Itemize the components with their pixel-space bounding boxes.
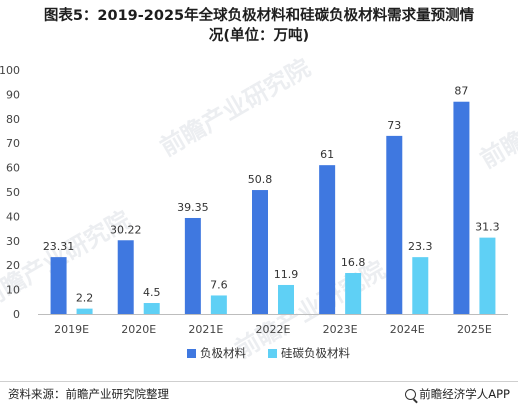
data-label: 87 [454, 85, 468, 98]
bar-silicon-carbon [210, 295, 227, 314]
data-label: 39.35 [177, 201, 209, 214]
bar-anode [117, 240, 134, 314]
chart-title-line2: 况(单位：万吨) [208, 28, 310, 44]
bar-silicon-carbon [143, 303, 160, 314]
data-label: 23.3 [408, 240, 433, 253]
bar-silicon-carbon [412, 257, 429, 314]
source-note: 资料来源：前瞻产业研究院整理 [8, 387, 169, 401]
bar-chart: 0 10 20 30 40 50 60 70 80 90 100 23.31 2.2 2019E 30.22… [0, 64, 508, 360]
legend-label: 负极材料 [200, 346, 246, 360]
data-label: 31.3 [475, 221, 500, 234]
data-label: 16.8 [341, 256, 366, 269]
bar-anode [184, 217, 201, 314]
data-label: 50.8 [248, 173, 273, 186]
footer: 资料来源：前瞻产业研究院整理 前瞻经济学人APP [0, 381, 518, 413]
bar-anode [50, 257, 67, 314]
bar-silicon-carbon [345, 273, 362, 314]
bar-anode [252, 190, 268, 314]
y-tick-label: 90 [6, 88, 20, 101]
x-tick-label: 2021E [188, 323, 223, 336]
y-tick-label: 30 [6, 235, 20, 248]
x-tick-label: 2023E [323, 323, 358, 336]
y-tick-label: 20 [6, 259, 20, 272]
y-tick-label: 80 [6, 113, 20, 126]
data-label: 61 [320, 148, 334, 161]
data-label: 23.31 [43, 240, 75, 253]
data-label: 4.5 [143, 286, 161, 299]
y-tick-label: 70 [6, 137, 20, 150]
y-tick-label: 40 [6, 210, 20, 223]
data-label: 30.22 [110, 223, 142, 236]
bar-anode [319, 165, 336, 314]
y-tick-label: 60 [6, 162, 20, 175]
brand-label: 前瞻经济学人APP [405, 386, 510, 402]
bar-silicon-carbon [479, 237, 496, 314]
y-tick-label: 100 [0, 64, 20, 77]
legend-label: 硅碳负极材料 [281, 346, 350, 360]
x-tick-label: 2022E [256, 323, 291, 336]
y-tick-label: 0 [13, 308, 20, 321]
search-icon [405, 388, 417, 400]
bar-anode [453, 101, 470, 314]
chart-title: 图表5：2019-2025年全球负极材料和硅碳负极材料需求量预测情 况(单位：万… [0, 6, 518, 46]
x-tick-label: 2019E [54, 323, 89, 336]
bar-silicon-carbon [76, 308, 93, 314]
bar-anode [386, 135, 403, 314]
data-label: 2.2 [76, 292, 94, 305]
x-tick-label: 2020E [121, 323, 156, 336]
data-label: 11.9 [274, 268, 299, 281]
y-tick-label: 50 [6, 186, 20, 199]
data-label: 7.6 [210, 278, 228, 291]
x-tick-label: 2025E [457, 323, 492, 336]
chart-title-line1: 图表5：2019-2025年全球负极材料和硅碳负极材料需求量预测情 [43, 8, 475, 24]
bar-silicon-carbon [278, 284, 294, 314]
data-label: 73 [387, 119, 401, 132]
x-tick-label: 2024E [390, 323, 425, 336]
brand-text: 前瞻经济学人APP [419, 387, 510, 401]
legend-swatch [268, 349, 277, 358]
y-tick-label: 10 [6, 284, 20, 297]
legend-swatch [187, 349, 196, 358]
